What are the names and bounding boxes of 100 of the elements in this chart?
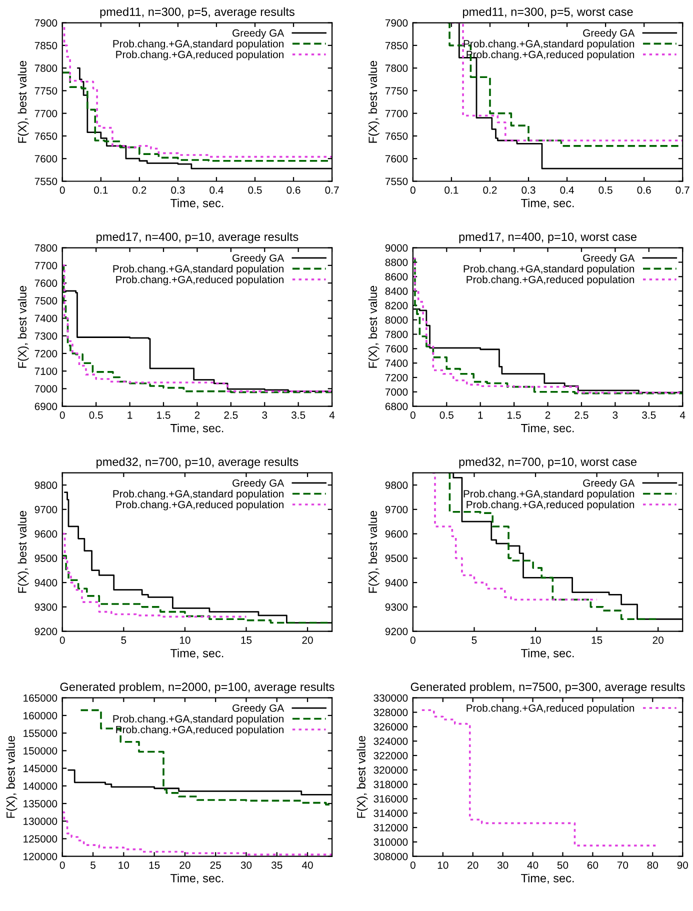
y-tick-label: 7000 bbox=[385, 388, 408, 396]
y-tick-label: 7800 bbox=[34, 244, 58, 252]
y-tick-label: 8000 bbox=[385, 316, 408, 324]
x-tick-label: 0.3 bbox=[171, 186, 185, 194]
x-tick-label: 80 bbox=[647, 861, 658, 869]
legend-label: Greedy GA bbox=[232, 704, 284, 714]
legend-label: Prob.chang.+GA,standard population bbox=[113, 490, 284, 500]
y-tick-label: 9400 bbox=[34, 579, 58, 586]
legend-label: Prob.chang.+GA,standard population bbox=[113, 714, 284, 725]
y-tick-label: 9200 bbox=[34, 628, 58, 636]
x-tick-label: 70 bbox=[617, 861, 628, 869]
y-tick-label: 7700 bbox=[34, 110, 58, 118]
x-tick-label: 10 bbox=[180, 636, 190, 644]
x-tick-label: 0 bbox=[60, 636, 65, 644]
x-tick-label: 0 bbox=[410, 636, 416, 644]
y-tick-label: 9700 bbox=[34, 506, 58, 514]
x-tick-label: 30 bbox=[497, 861, 508, 869]
x-tick-label: 10 bbox=[438, 861, 448, 869]
y-tick-label: 7650 bbox=[385, 132, 408, 140]
x-tick-label: 15 bbox=[241, 636, 252, 644]
x-tick-label: 0.2 bbox=[132, 186, 146, 194]
y-axis-title: F(X), best value bbox=[18, 286, 29, 368]
y-tick-label: 328000 bbox=[374, 708, 408, 716]
y-tick-label: 320000 bbox=[374, 766, 408, 774]
x-tick-label: 1 bbox=[128, 412, 132, 419]
x-tick-label: 0.4 bbox=[210, 186, 224, 194]
chart-title: pmed17, n=400, p=10, worst case bbox=[459, 232, 637, 244]
legend-label: Greedy GA bbox=[583, 254, 635, 264]
x-tick-label: 1 bbox=[478, 412, 483, 419]
x-axis-title: Time, sec. bbox=[170, 874, 224, 884]
x-tick-label: 3.5 bbox=[291, 411, 306, 419]
y-axis-title: F(X), best value bbox=[6, 736, 18, 818]
y-tick-label: 9600 bbox=[34, 530, 58, 538]
x-tick-label: 0 bbox=[60, 861, 65, 869]
x-tick-label: 0.6 bbox=[286, 186, 300, 194]
y-axis-title: F(X), best value bbox=[18, 60, 29, 143]
y-tick-label: 318000 bbox=[374, 780, 408, 788]
y-tick-label: 9300 bbox=[34, 603, 58, 611]
x-tick-label: 10 bbox=[118, 861, 130, 869]
x-tick-label: 3 bbox=[612, 411, 618, 419]
legend-label: Prob.chang.+GA,reduced population bbox=[116, 500, 284, 510]
y-tick-label: 8800 bbox=[385, 258, 408, 266]
x-tick-label: 3 bbox=[262, 411, 268, 419]
y-tick-label: 160000 bbox=[24, 712, 58, 720]
y-tick-label: 7200 bbox=[385, 374, 408, 382]
y-axis-title: F(X), best value bbox=[368, 286, 380, 368]
x-axis-title: Time, sec. bbox=[521, 648, 574, 659]
legend-label: Greedy GA bbox=[232, 29, 284, 39]
y-tick-label: 6800 bbox=[385, 402, 408, 410]
x-tick-label: 1.5 bbox=[157, 412, 170, 419]
x-tick-label: 0 bbox=[60, 186, 65, 194]
y-axis-title: F(X), best value bbox=[368, 510, 380, 593]
y-tick-label: 9800 bbox=[385, 482, 408, 489]
x-tick-label: 10 bbox=[530, 636, 541, 644]
y-tick-label: 7800 bbox=[34, 64, 58, 72]
y-tick-label: 9800 bbox=[34, 482, 58, 489]
legend-label: Prob.chang.+GA,reduced population bbox=[466, 276, 634, 286]
y-tick-label: 125000 bbox=[24, 835, 58, 843]
x-tick-label: 20 bbox=[180, 861, 190, 869]
x-tick-label: 0.2 bbox=[483, 186, 497, 194]
x-tick-label: 0.1 bbox=[94, 186, 108, 194]
y-tick-label: 7800 bbox=[385, 330, 408, 338]
x-tick-label: 0 bbox=[410, 186, 416, 194]
x-axis-title: Time, sec. bbox=[170, 198, 224, 209]
y-tick-label: 7400 bbox=[34, 314, 58, 322]
legend-label: Prob.chang.+GA,reduced population bbox=[116, 726, 284, 736]
y-tick-label: 145000 bbox=[24, 764, 58, 772]
legend-label: Prob.chang.+GA,reduced population bbox=[466, 500, 634, 510]
legend-label: Greedy GA bbox=[232, 254, 284, 264]
chart-title: pmed17, n=400, p=10, average results bbox=[96, 232, 298, 244]
legend-label: Greedy GA bbox=[583, 479, 635, 489]
x-tick-label: 0.7 bbox=[676, 186, 690, 194]
x-tick-label: 40 bbox=[527, 861, 538, 869]
x-tick-label: 5 bbox=[472, 636, 477, 644]
legend-label: Greedy GA bbox=[583, 29, 635, 39]
x-tick-label: 0 bbox=[60, 411, 65, 419]
x-tick-label: 2.5 bbox=[574, 411, 588, 419]
y-tick-label: 9500 bbox=[385, 554, 408, 562]
y-tick-label: 7600 bbox=[34, 280, 58, 287]
y-tick-label: 135000 bbox=[24, 800, 58, 808]
x-tick-label: 0.5 bbox=[248, 186, 262, 194]
y-tick-label: 9700 bbox=[385, 506, 408, 514]
y-tick-label: 155000 bbox=[24, 730, 58, 737]
y-tick-label: 7700 bbox=[34, 262, 58, 270]
y-tick-label: 7850 bbox=[34, 42, 58, 50]
legend-label: Prob.chang.+GA,standard population bbox=[464, 490, 634, 500]
legend-label: Prob.chang.+GA,reduced population bbox=[116, 276, 284, 286]
y-tick-label: 7550 bbox=[385, 178, 408, 186]
chart-title: pmed11, n=300, p=5, average results bbox=[100, 7, 294, 18]
y-tick-label: 120000 bbox=[24, 852, 58, 860]
y-tick-label: 322000 bbox=[374, 752, 408, 760]
y-tick-label: 330000 bbox=[374, 694, 408, 702]
x-tick-label: 0.5 bbox=[598, 186, 612, 194]
x-tick-label: 0.7 bbox=[325, 186, 339, 194]
x-tick-label: 0.5 bbox=[440, 411, 454, 419]
y-tick-label: 326000 bbox=[374, 723, 408, 731]
y-tick-label: 7750 bbox=[385, 87, 408, 95]
y-tick-label: 9000 bbox=[385, 244, 408, 252]
legend-label: Greedy GA bbox=[232, 479, 284, 489]
x-tick-label: 2.5 bbox=[224, 411, 238, 419]
